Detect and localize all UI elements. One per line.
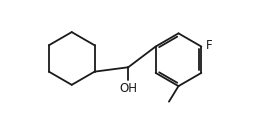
Text: OH: OH	[119, 82, 137, 95]
Text: F: F	[206, 39, 213, 52]
